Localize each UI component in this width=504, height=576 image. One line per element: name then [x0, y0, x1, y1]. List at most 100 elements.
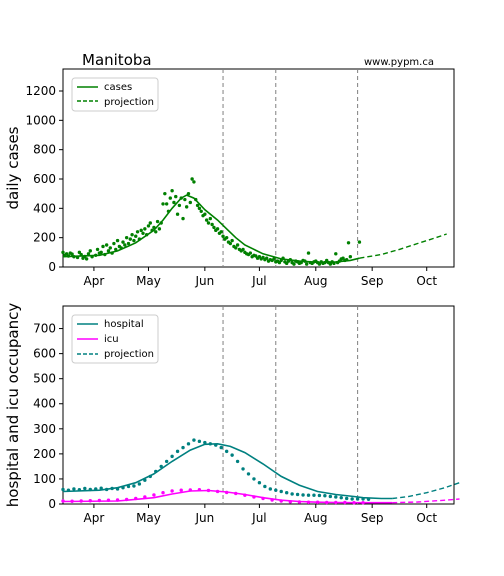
hospital-point: [312, 493, 316, 497]
icu-projection-line: [392, 498, 460, 504]
hospital-point: [268, 487, 273, 491]
legend-label-icu: icu: [104, 334, 119, 345]
icu-point: [179, 488, 183, 492]
hospital-point: [219, 445, 223, 450]
cases-y-axis-label: daily cases: [4, 126, 22, 209]
hospital-point: [301, 493, 305, 497]
cases-ytick-label: 200: [33, 231, 56, 245]
cases-point: [184, 205, 189, 209]
cases-point: [348, 255, 353, 259]
cases-point: [272, 257, 276, 261]
cases-point: [88, 249, 92, 253]
cases-legend: cases projection: [71, 77, 159, 112]
cases-ytick-label: 600: [33, 172, 56, 186]
cases-point: [95, 247, 100, 252]
cases-point: [306, 251, 311, 255]
region-title: Manitoba: [82, 51, 152, 69]
cases-point: [219, 230, 223, 234]
occ-ytick-label: 0: [48, 497, 56, 511]
cases-point: [292, 262, 296, 266]
cases-plot-frame: [62, 68, 455, 268]
cases-point: [208, 216, 213, 221]
cases-point: [155, 219, 160, 224]
cases-xtick-label: Sep: [361, 274, 384, 288]
hospital-point: [159, 464, 163, 469]
cases-point: [104, 243, 109, 247]
cases-point: [61, 250, 65, 255]
cases-point: [181, 216, 185, 221]
cases-point: [124, 235, 129, 240]
hospital-point: [230, 453, 234, 457]
cases-point: [86, 252, 91, 256]
cases-panel: Apr May Jun Jul Aug Sep Oct 0 200 400 600 800 1000 12…: [4, 68, 455, 288]
cases-point: [108, 246, 112, 250]
cases-ytick-label: 1000: [25, 113, 56, 127]
cases-point: [172, 200, 176, 205]
occ-xtick-label: Apr: [84, 511, 105, 525]
hospital-point: [252, 477, 256, 481]
occ-ytick-label: 700: [33, 322, 56, 336]
hospital-point: [137, 482, 142, 486]
cases-xtick-label: May: [136, 274, 161, 288]
cases-point: [234, 246, 238, 250]
hospital-point: [186, 442, 191, 446]
hospital-point: [224, 449, 229, 454]
cases-point: [170, 189, 174, 193]
cases-point: [334, 252, 338, 256]
cases-point: [188, 200, 193, 205]
cases-point: [204, 218, 209, 222]
cases-point: [186, 191, 191, 196]
cases-point: [121, 240, 125, 244]
hospital-point: [306, 493, 311, 497]
cases-point: [215, 227, 220, 231]
icu-point: [161, 491, 165, 495]
cases-point: [190, 177, 194, 181]
cases-xtick-label: Apr: [84, 274, 105, 288]
cases-point: [235, 243, 240, 247]
icu-point: [152, 493, 156, 497]
hospital-point: [257, 480, 262, 485]
cases-point: [248, 251, 253, 255]
legend-label-cases: cases: [104, 82, 132, 93]
cases-point: [123, 243, 127, 247]
occ-legend: hospital icu projection: [71, 314, 159, 364]
cases-model-line: [62, 194, 360, 264]
cases-point: [84, 257, 89, 261]
cases-point: [128, 237, 132, 241]
hospital-point: [284, 491, 289, 495]
cases-point: [304, 262, 309, 266]
hospital-point: [192, 438, 196, 442]
hospital-point: [241, 467, 245, 471]
cases-point: [143, 227, 147, 231]
cases-point: [228, 241, 233, 246]
hospital-point: [355, 497, 360, 501]
cases-point: [212, 225, 216, 230]
cases-xtick-label: Oct: [416, 274, 437, 288]
hospital-point: [175, 449, 180, 454]
hospital-point: [61, 487, 65, 492]
hospital-model-line: [62, 442, 393, 500]
cases-point: [141, 231, 145, 235]
cases-xtick-label: Jun: [194, 274, 214, 288]
cases-point: [230, 238, 234, 243]
cases-projection-line: [359, 233, 447, 259]
hospital-point: [290, 492, 294, 496]
cases-point: [161, 202, 165, 206]
occ-xtick-label: Jun: [194, 511, 214, 525]
cases-point: [177, 203, 182, 208]
hospital-point: [170, 454, 174, 459]
occ-xtick-label: Sep: [361, 511, 384, 525]
cases-point: [132, 238, 136, 243]
cases-point: [164, 202, 169, 206]
hospital-point: [181, 445, 185, 450]
cases-point: [154, 230, 158, 234]
occ-ytick-label: 200: [33, 447, 56, 461]
occ-xtick-label: Oct: [416, 511, 437, 525]
hospital-point: [345, 496, 349, 501]
cases-point: [357, 240, 362, 244]
cases-point: [195, 203, 200, 208]
hospital-point: [263, 484, 267, 489]
hospital-projection-line: [392, 482, 460, 500]
cases-point: [192, 180, 196, 184]
